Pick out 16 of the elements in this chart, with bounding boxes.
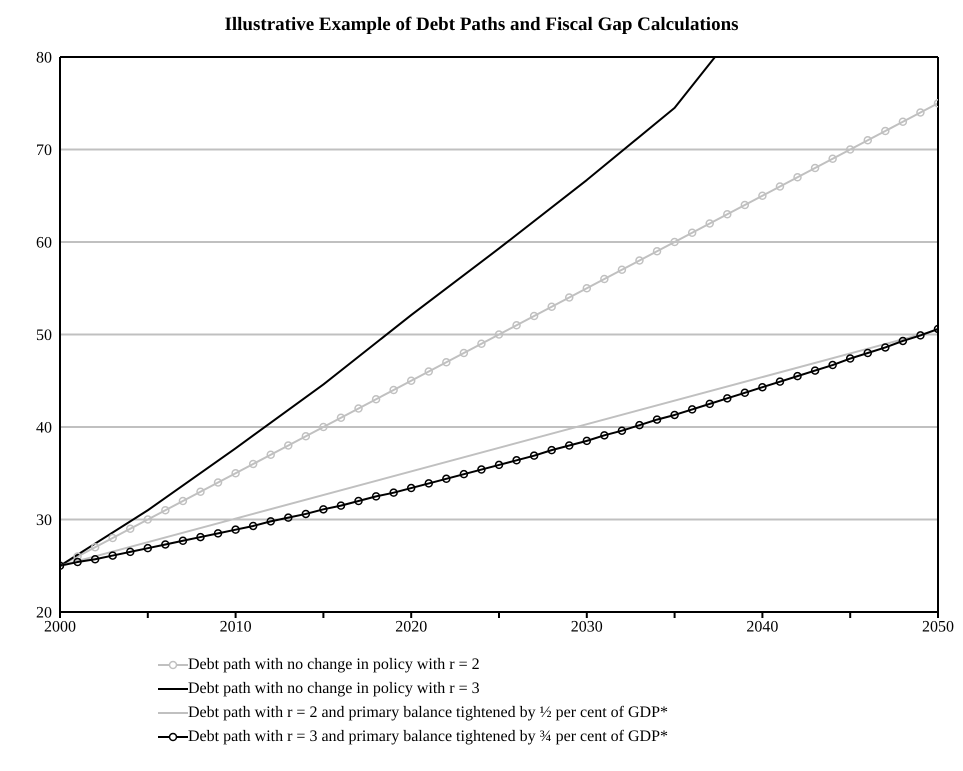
y-tick-label: 50 <box>36 327 52 344</box>
legend-label: Debt path with no change in policy with r = 3 <box>188 680 480 698</box>
y-tick-label: 40 <box>36 420 52 437</box>
x-tick-label: 2020 <box>395 618 428 636</box>
legend-label: Debt path with no change in policy with r = 2 <box>188 656 480 674</box>
x-tick-label: 2030 <box>570 618 603 636</box>
x-tick-label: 2050 <box>922 618 954 636</box>
x-tick-label: 2040 <box>746 618 778 636</box>
y-tick-label: 70 <box>36 142 52 160</box>
chart-title: Illustrative Example of Debt Paths and Fiscal Gap Calculations <box>223 14 740 36</box>
legend-label: Debt path with r = 3 and primary balance tightened by ¾ per cent of GDP* <box>188 728 668 746</box>
y-tick-label: 60 <box>36 234 52 252</box>
x-tick-label: 2010 <box>220 618 252 636</box>
y-tick-label: 30 <box>36 512 52 530</box>
y-tick-label: 80 <box>36 50 52 67</box>
legend-label: Debt path with r = 2 and primary balance tightened by ½ per cent of GDP* <box>188 704 668 722</box>
